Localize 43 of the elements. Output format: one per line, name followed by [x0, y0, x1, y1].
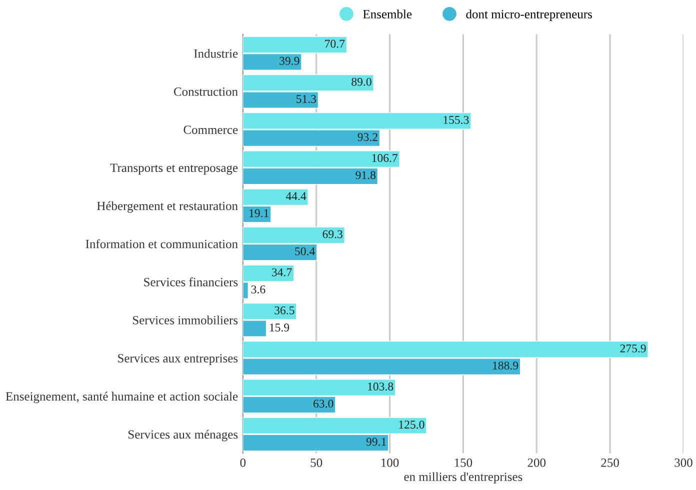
y-tick-label: Hébergement et restauration — [97, 201, 238, 213]
y-tick-label: Information et communication — [86, 239, 238, 248]
x-tick-label: 0 — [240, 458, 246, 467]
y-tick-label: Industrie — [194, 49, 238, 58]
data-label: 19.1 — [250, 209, 268, 218]
data-label: 155.3 — [444, 116, 469, 124]
data-label: 34.7 — [272, 268, 292, 276]
y-tick-label: Services aux entreprises — [118, 354, 238, 366]
y-tick-label: Construction — [174, 87, 238, 96]
data-label: 70.7 — [325, 40, 345, 48]
x-tick-label: 250 — [601, 458, 619, 467]
data-label: 91.8 — [356, 171, 376, 180]
x-tick-label: 150 — [454, 458, 472, 467]
data-label: 50.4 — [295, 247, 315, 256]
data-label: 275.9 — [620, 344, 646, 352]
y-tick-label: Services aux ménages — [128, 430, 238, 442]
y-tick-label: Commerce — [184, 126, 238, 134]
data-label: 99.1 — [366, 438, 386, 446]
x-tick-label: 200 — [528, 458, 546, 467]
data-label: 51.3 — [296, 95, 316, 104]
data-label: 125.0 — [399, 420, 424, 429]
data-label: 93.2 — [358, 133, 378, 142]
y-tick-label: Enseignement, santé humaine et action sociale — [6, 392, 238, 404]
data-label: 106.7 — [372, 154, 398, 162]
x-tick-label: 100 — [381, 458, 399, 467]
data-label: 39.9 — [280, 56, 300, 65]
x-tick-label: 300 — [674, 458, 692, 467]
legend-label: Ensemble — [363, 10, 412, 18]
legend-label: dont micro-entrepreneurs — [466, 10, 592, 21]
data-label: 69.3 — [322, 230, 342, 238]
y-tick-label: Transports et entreposage — [110, 164, 238, 175]
x-tick-label: 50 — [310, 458, 322, 467]
data-label: 89.0 — [352, 78, 372, 86]
x-axis-title: en milliers d'entreprises — [404, 472, 522, 484]
data-label: 3.6 — [251, 285, 266, 294]
y-tick-label: Services immobiliers — [132, 316, 238, 324]
data-label: 44.4 — [286, 192, 306, 200]
data-label: 188.9 — [493, 362, 518, 370]
data-label: 36.5 — [274, 306, 294, 314]
y-tick-label: Services financiers — [144, 277, 238, 286]
data-label: 15.9 — [270, 324, 290, 332]
data-label: 103.8 — [368, 382, 394, 391]
data-label: 63.0 — [314, 400, 334, 408]
